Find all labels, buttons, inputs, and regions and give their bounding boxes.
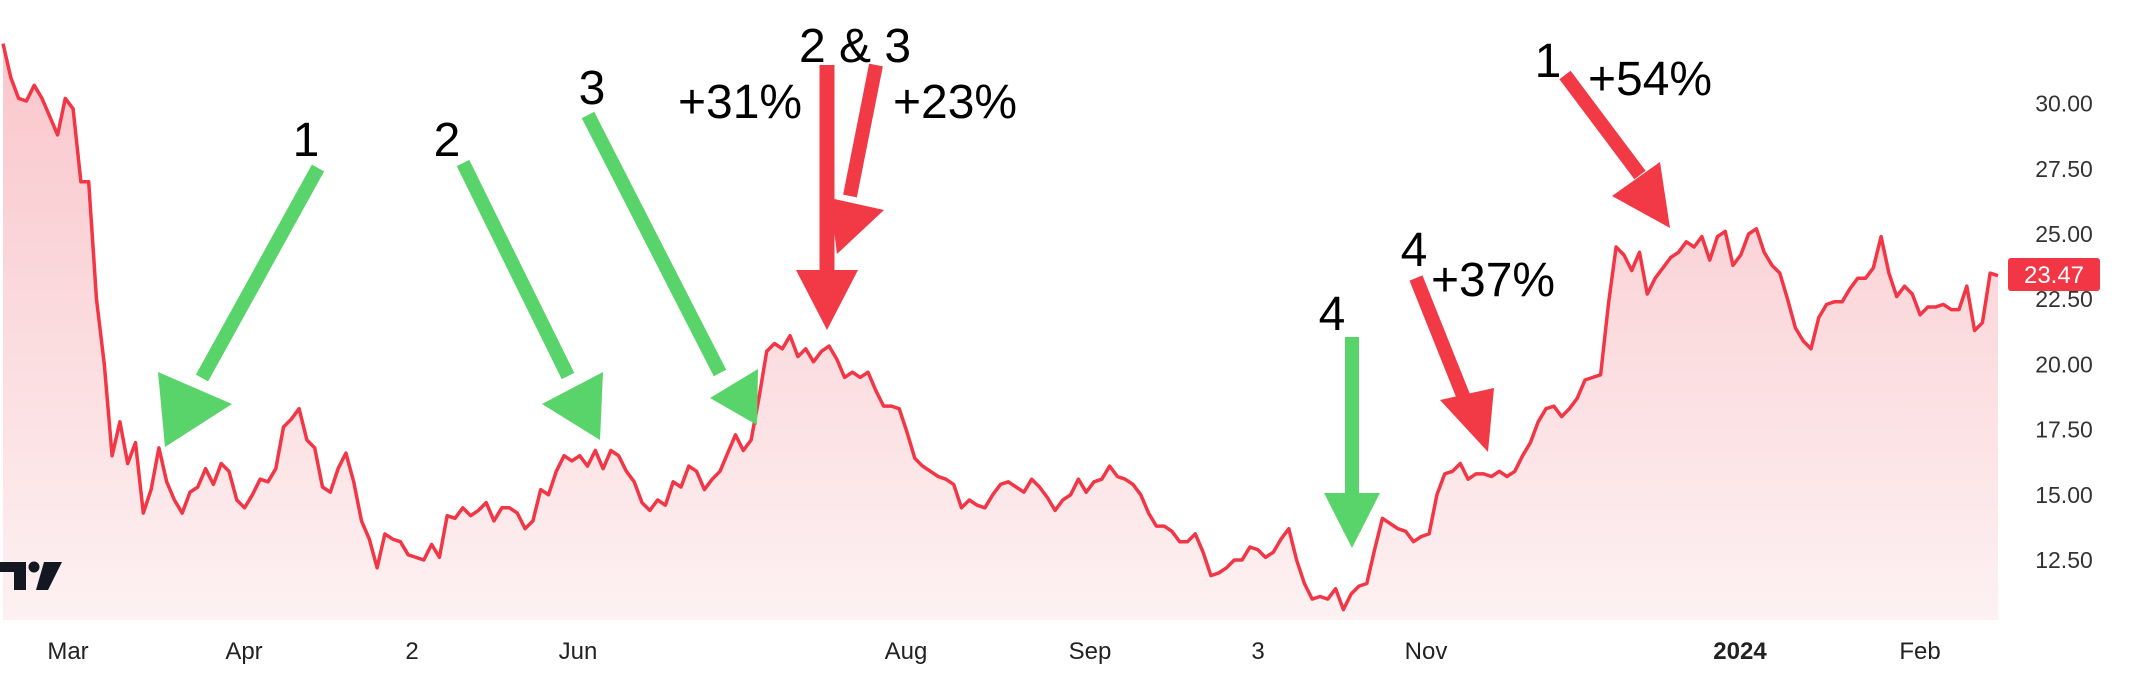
x-tick-label: Apr xyxy=(225,638,262,665)
price-line-layer xyxy=(1,43,1999,612)
annotation-label: 2 xyxy=(434,114,461,167)
annotation-note: +23% xyxy=(893,76,1017,129)
x-tick-label: Aug xyxy=(885,638,928,665)
annotation-note: +31% xyxy=(678,76,802,129)
x-tick-label: Sep xyxy=(1069,638,1112,665)
y-tick-label: 25.00 xyxy=(2035,221,2093,247)
x-tick-label: 2024 xyxy=(1713,638,1767,665)
y-tick-label: 20.00 xyxy=(2035,351,2093,377)
tradingview-logo-icon xyxy=(0,561,62,590)
y-tick-label: 30.00 xyxy=(2035,91,2093,117)
annotation-label: 4 xyxy=(1319,288,1346,341)
x-axis: Mar Apr 2 Jun Aug Sep 3 Nov 2024 Feb xyxy=(47,638,1940,665)
x-tick-label: Jun xyxy=(559,638,598,665)
annotation-label: 4 xyxy=(1401,224,1428,277)
annotation-layer: 1 2 3 2 & 3 +31% +23% 4 4 +37% 1 +54% xyxy=(158,20,1712,548)
green-arrow-1 xyxy=(158,164,325,447)
red-arrow-4 xyxy=(1409,275,1494,452)
annotation-note: +37% xyxy=(1431,254,1555,307)
y-tick-label: 17.50 xyxy=(2035,417,2093,443)
x-tick-label: 2 xyxy=(405,638,418,665)
x-tick-label: Feb xyxy=(1899,638,1940,665)
red-arrow-23 xyxy=(830,63,884,254)
annotation-label: 1 xyxy=(293,114,320,167)
y-tick-label: 12.50 xyxy=(2035,547,2093,573)
annotation-label: 3 xyxy=(579,62,606,115)
green-arrow-4 xyxy=(1324,337,1380,548)
red-arrow-1 xyxy=(1559,70,1670,228)
x-tick-label: Mar xyxy=(47,638,88,665)
red-arrow-2-3 xyxy=(796,65,858,330)
annotation-note: +54% xyxy=(1588,53,1712,106)
y-tick-label: 27.50 xyxy=(2035,156,2093,182)
price-line xyxy=(1,43,1999,612)
last-price-badge: 23.47 xyxy=(2008,258,2100,291)
y-tick-label: 15.00 xyxy=(2035,482,2093,508)
price-area-layer xyxy=(3,43,1998,621)
green-arrow-3 xyxy=(581,111,758,425)
last-price-label: 23.47 xyxy=(2024,262,2084,289)
x-tick-label: 3 xyxy=(1251,638,1264,665)
price-area xyxy=(3,43,1998,621)
annotation-label: 2 & 3 xyxy=(799,20,911,73)
x-tick-label: Nov xyxy=(1405,638,1448,665)
annotation-label: 1 xyxy=(1535,35,1562,88)
green-arrow-2 xyxy=(456,159,603,440)
